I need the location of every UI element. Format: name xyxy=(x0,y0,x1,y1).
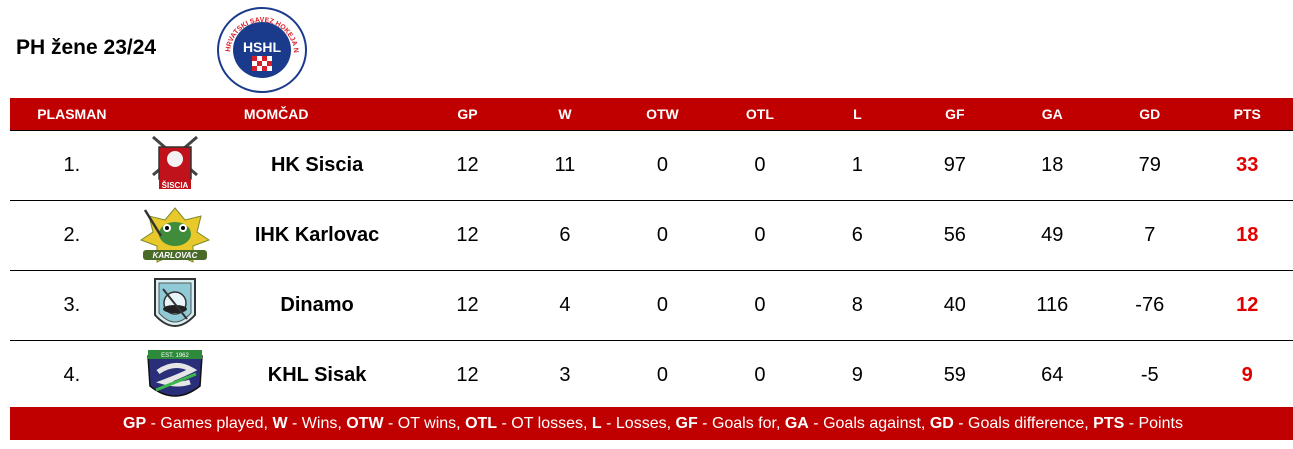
legend-text: - OT losses, xyxy=(497,415,592,432)
header-l: L xyxy=(808,98,907,131)
karlovac-logo-icon: KARLOVAC xyxy=(139,206,210,263)
team-name: IHK Karlovac xyxy=(215,200,419,271)
standings-table: PLASMAN MOMČAD GP W OTW OTL L GF GA GD P… xyxy=(10,98,1293,411)
legend-abbr: L xyxy=(591,415,602,432)
cell-l: 1 xyxy=(808,130,907,201)
hshl-logo: HRVATSKI SAVEZ HOKEJA NA LEDU HSHL xyxy=(216,6,307,93)
legend-text: - Losses, xyxy=(601,415,676,432)
cell-ga: 116 xyxy=(1003,270,1102,341)
cell-gd: -5 xyxy=(1101,340,1199,411)
legend-text: - Wins, xyxy=(287,415,347,432)
header-w: W xyxy=(516,98,614,131)
cell-pts: 9 xyxy=(1198,340,1293,411)
team-logo-cell: EST. 1962 xyxy=(133,340,216,411)
header-otw: OTW xyxy=(613,98,712,131)
cell-w: 11 xyxy=(516,130,614,201)
legend-abbr: OTL xyxy=(465,415,498,432)
cell-ga: 49 xyxy=(1003,200,1102,271)
cell-gd: 7 xyxy=(1101,200,1199,271)
cell-otw: 0 xyxy=(613,130,712,201)
cell-ga: 64 xyxy=(1003,340,1102,411)
page-title: PH žene 23/24 xyxy=(16,36,157,59)
cell-gf: 40 xyxy=(906,270,1004,341)
cell-gf: 59 xyxy=(906,340,1004,411)
cell-gf: 56 xyxy=(906,200,1004,271)
table-header-row: PLASMAN MOMČAD GP W OTW OTL L GF GA GD P… xyxy=(10,98,1293,131)
row-position: 1. xyxy=(10,130,134,201)
header-gf: GF xyxy=(906,98,1004,131)
cell-otw: 0 xyxy=(613,340,712,411)
legend-text: - OT wins, xyxy=(383,415,466,432)
siscia-logo-text: ŠISCIA xyxy=(161,181,188,190)
table-row: 4. EST. 1962 KHL Sisak 12 3 0 0 9 59 64 … xyxy=(10,340,1293,411)
legend-footer: GP - Games played, W - Wins, OTW - OT wi… xyxy=(10,407,1293,440)
cell-otw: 0 xyxy=(613,200,712,271)
sisak-logo-icon: EST. 1962 xyxy=(146,349,203,397)
legend-abbr: GD xyxy=(929,415,954,432)
cell-gd: 79 xyxy=(1101,130,1199,201)
team-name: HK Siscia xyxy=(215,130,419,201)
legend-text: - Games played, xyxy=(146,415,273,432)
legend-text: - Points xyxy=(1124,415,1183,432)
legend-abbr: GF xyxy=(675,415,698,432)
cell-otl: 0 xyxy=(711,340,809,411)
cell-w: 3 xyxy=(516,340,614,411)
row-position: 2. xyxy=(10,200,134,271)
cell-pts: 12 xyxy=(1198,270,1293,341)
cell-gp: 12 xyxy=(418,270,517,341)
cell-otl: 0 xyxy=(711,200,809,271)
cell-otl: 0 xyxy=(711,130,809,201)
cell-otl: 0 xyxy=(711,270,809,341)
table-row: 3. Dinamo 12 4 0 0 8 40 116 -76 12 xyxy=(10,270,1293,341)
legend-abbr: OTW xyxy=(346,415,384,432)
cell-gd: -76 xyxy=(1101,270,1199,341)
cell-otw: 0 xyxy=(613,270,712,341)
cell-gp: 12 xyxy=(418,340,517,411)
header-position: PLASMAN xyxy=(10,98,134,131)
legend-text: - Goals difference, xyxy=(953,415,1094,432)
header-otl: OTL xyxy=(711,98,809,131)
cell-gf: 97 xyxy=(906,130,1004,201)
header-gd: GD xyxy=(1101,98,1199,131)
legend-abbr: GA xyxy=(784,415,809,432)
legend-abbr: GP xyxy=(123,415,147,432)
dinamo-logo-icon xyxy=(153,277,196,327)
row-position: 3. xyxy=(10,270,134,341)
cell-gp: 12 xyxy=(418,200,517,271)
cell-l: 9 xyxy=(808,340,907,411)
table-row: 2. KARLOVAC IHK Karlovac 12 6 0 0 6 56 4… xyxy=(10,200,1293,271)
legend-text: - Goals against, xyxy=(808,415,930,432)
team-name: KHL Sisak xyxy=(215,340,419,411)
cell-gp: 12 xyxy=(418,130,517,201)
header-team: MOMČAD xyxy=(133,98,419,131)
header-gp: GP xyxy=(418,98,517,131)
legend-abbr: W xyxy=(272,415,288,432)
cell-w: 6 xyxy=(516,200,614,271)
cell-w: 4 xyxy=(516,270,614,341)
team-logo-cell: KARLOVAC xyxy=(133,200,216,271)
row-position: 4. xyxy=(10,340,134,411)
cell-l: 6 xyxy=(808,200,907,271)
legend-text: - Goals for, xyxy=(697,415,785,432)
team-logo-cell xyxy=(133,270,216,341)
team-logo-cell: ŠISCIA xyxy=(133,130,216,201)
cell-ga: 18 xyxy=(1003,130,1102,201)
cell-l: 8 xyxy=(808,270,907,341)
sisak-logo-text: EST. 1962 xyxy=(161,353,189,359)
siscia-logo-icon: ŠISCIA xyxy=(151,135,198,190)
cell-pts: 33 xyxy=(1198,130,1293,201)
logo-text: HSHL xyxy=(243,39,282,55)
header-pts: PTS xyxy=(1198,98,1293,131)
team-name: Dinamo xyxy=(215,270,419,341)
cell-pts: 18 xyxy=(1198,200,1293,271)
table-row: 1. ŠISCIA HK Siscia 12 11 0 0 1 97 18 79… xyxy=(10,130,1293,201)
karlovac-logo-text: KARLOVAC xyxy=(152,251,197,260)
header-ga: GA xyxy=(1003,98,1102,131)
legend-abbr: PTS xyxy=(1093,415,1125,432)
